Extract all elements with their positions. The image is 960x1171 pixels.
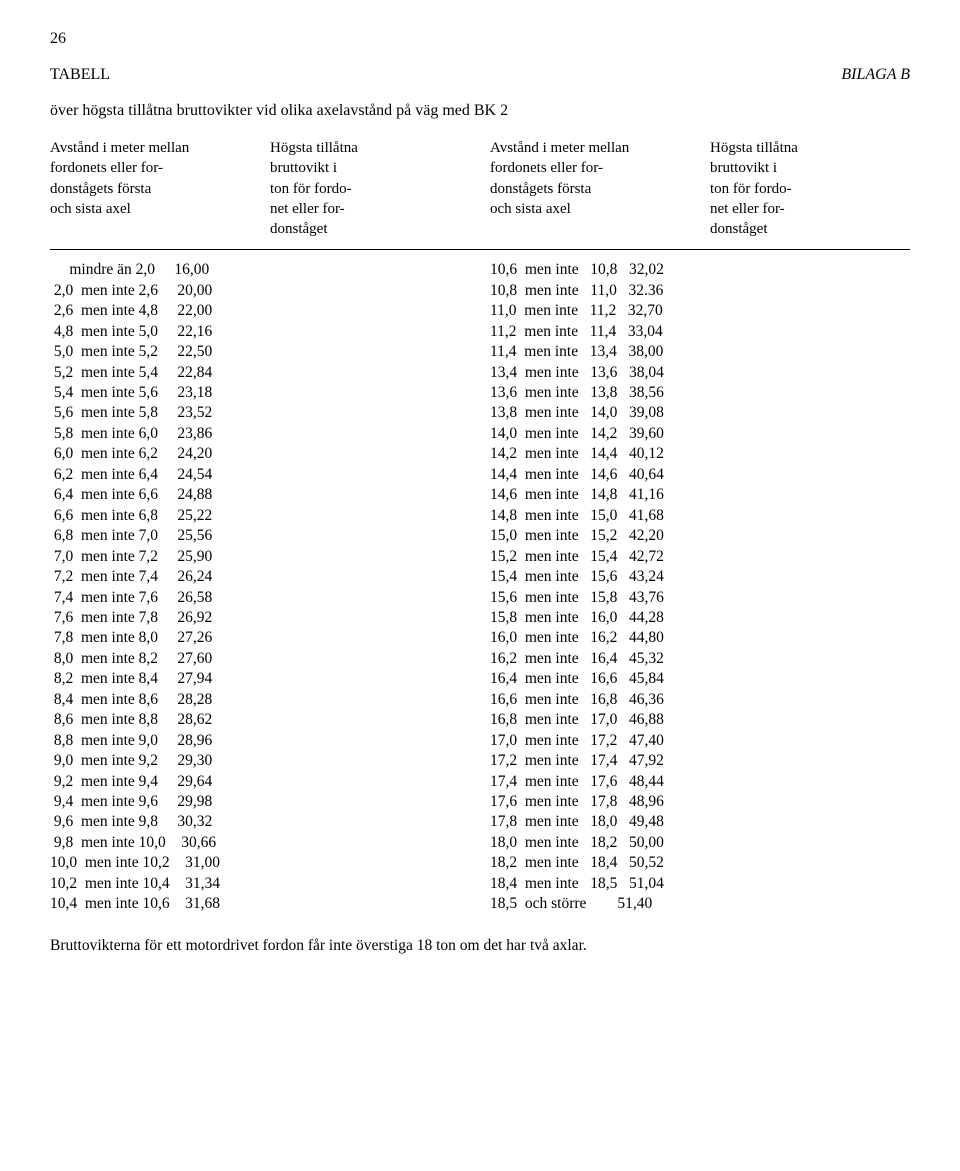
subtitle: över högsta tillåtna bruttovikter vid ol…	[50, 102, 910, 120]
data-right-column: 10,6 men inte 10,8 32,02 10,8 men inte 1…	[490, 260, 910, 915]
table-header-row: Avstånd i meter mellanfordonets eller fo…	[50, 138, 910, 250]
data-left-column: mindre än 2,0 16,00 2,0 men inte 2,6 20,…	[50, 260, 470, 915]
title-left: TABELL	[50, 66, 110, 84]
table-data-row: mindre än 2,0 16,00 2,0 men inte 2,6 20,…	[50, 260, 910, 915]
footer-note: Bruttovikterna för ett motordrivet fordo…	[50, 937, 910, 955]
title-row: TABELL BILAGA B	[50, 66, 910, 84]
header-col-2: Högsta tillåtnabruttovikt iton för fordo…	[270, 138, 470, 239]
header-col-4: Högsta tillåtnabruttovikt iton för fordo…	[710, 138, 910, 239]
title-right: BILAGA B	[841, 66, 910, 84]
page-number: 26	[50, 30, 910, 48]
header-col-1: Avstånd i meter mellanfordonets eller fo…	[50, 138, 250, 239]
header-col-3: Avstånd i meter mellanfordonets eller fo…	[490, 138, 690, 239]
